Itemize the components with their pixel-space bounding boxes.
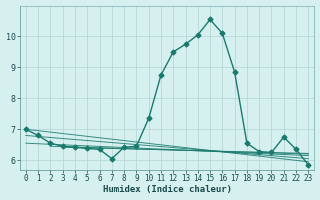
X-axis label: Humidex (Indice chaleur): Humidex (Indice chaleur) bbox=[103, 185, 232, 194]
